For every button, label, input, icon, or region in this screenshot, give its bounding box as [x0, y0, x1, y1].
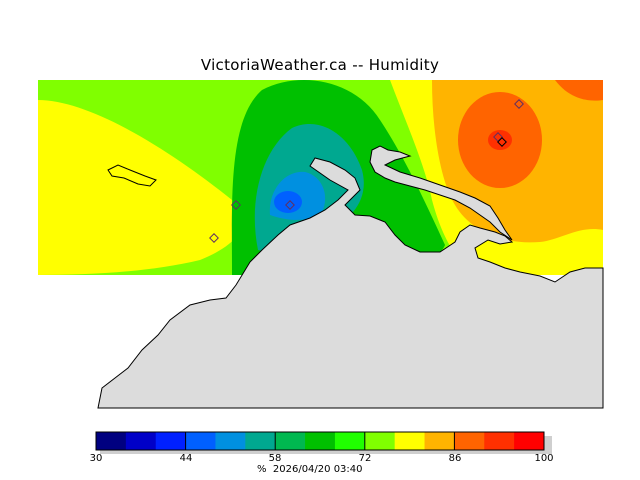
contour-west-yellow	[38, 100, 243, 275]
colorbar-swatch	[245, 432, 276, 450]
station-marker	[497, 137, 507, 147]
colorbar-swatch	[394, 432, 426, 450]
unit-label: %	[257, 464, 267, 475]
colorbar	[95, 431, 552, 454]
colorbar-tick-label: 30	[89, 453, 103, 464]
colorbar-swatch	[364, 432, 396, 450]
inlet-outline	[369, 145, 513, 241]
land-mass	[97, 157, 604, 409]
timestamp: 2026/04/20 03:40	[272, 464, 363, 475]
colorbar-swatch	[125, 432, 157, 450]
colorbar-caption: % 2026/04/20 03:40	[257, 464, 363, 475]
colorbar-tick-label: 72	[358, 453, 372, 464]
colorbar-swatch	[155, 432, 187, 450]
map-title: VictoriaWeather.ca -- Humidity	[200, 56, 440, 74]
colorbar-tick-label: 58	[268, 453, 282, 464]
colorbar-tick-label: 44	[179, 453, 193, 464]
colorbar-swatch	[454, 432, 485, 450]
contour-blue	[274, 191, 302, 213]
contour-dark-orange-ne	[555, 80, 603, 101]
colorbar-swatch	[514, 432, 545, 450]
colorbar-swatch	[96, 432, 127, 450]
colorbar-tick-label: 86	[448, 453, 462, 464]
colorbar-swatch	[305, 432, 336, 450]
station-marker	[209, 233, 219, 243]
colorbar-swatch	[275, 432, 306, 450]
colorbar-swatch	[484, 432, 515, 450]
colorbar-swatch	[334, 432, 366, 450]
station-markers	[209, 99, 524, 243]
station-marker	[514, 99, 524, 109]
colorbar-swatch	[215, 432, 246, 450]
colorbar-swatch	[185, 432, 216, 450]
colorbar-tick-label: 100	[534, 453, 554, 464]
station-marker	[231, 200, 241, 210]
lake-outline	[107, 164, 157, 187]
colorbar-swatch	[424, 432, 455, 450]
station-marker	[285, 200, 295, 210]
